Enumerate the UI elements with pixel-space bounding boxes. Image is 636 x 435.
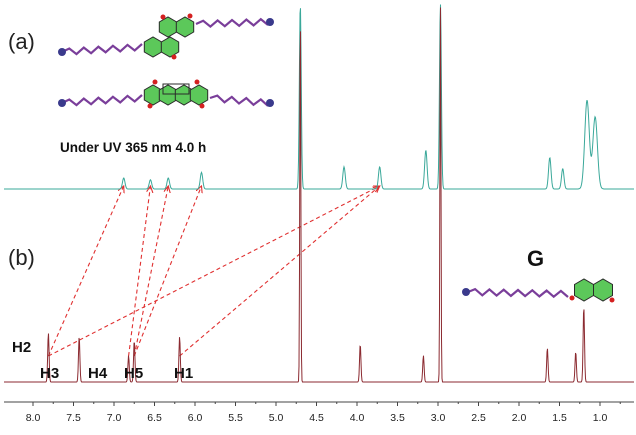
x-tick-label: 1.0 bbox=[593, 412, 608, 424]
correlation-arrow bbox=[133, 186, 201, 357]
x-tick-label: 4.0 bbox=[350, 412, 365, 424]
spectrum-b-line bbox=[4, 7, 634, 383]
correlation-arrow bbox=[133, 186, 168, 357]
x-tick-label: 6.5 bbox=[147, 412, 162, 424]
molecule-structures bbox=[58, 13, 615, 303]
correlation-arrows bbox=[47, 186, 380, 357]
peak-label-h5: H5 bbox=[124, 365, 143, 382]
molecule-g-structure bbox=[462, 278, 615, 303]
peak-labels: H2 H3 H4 H5 H1 bbox=[12, 339, 193, 382]
spectrum-a-line bbox=[4, 4, 634, 190]
dimer-structure-top bbox=[58, 13, 274, 60]
x-tick-label: 6.0 bbox=[188, 412, 203, 424]
peak-label-h4: H4 bbox=[88, 365, 108, 382]
correlation-arrow bbox=[47, 186, 123, 357]
correlation-arrow bbox=[179, 186, 380, 357]
x-tick-label: 5.0 bbox=[269, 412, 284, 424]
correlation-arrow bbox=[48, 186, 379, 357]
peak-label-h1: H1 bbox=[174, 365, 193, 382]
x-tick-label: 3.5 bbox=[390, 412, 405, 424]
dimer-structure-bottom bbox=[58, 79, 274, 109]
molecule-label-g: G bbox=[527, 246, 544, 271]
x-tick-label: 7.5 bbox=[66, 412, 81, 424]
uv-annotation: Under UV 365 nm 4.0 h bbox=[60, 140, 206, 155]
x-tick-label: 3.0 bbox=[431, 412, 446, 424]
peak-label-h2: H2 bbox=[12, 339, 31, 356]
x-tick-label: 2.5 bbox=[471, 412, 486, 424]
peak-label-h3: H3 bbox=[40, 365, 59, 382]
x-tick-label: 2.0 bbox=[512, 412, 527, 424]
panel-label-a: (a) bbox=[8, 29, 35, 54]
x-tick-label: 7.0 bbox=[107, 412, 122, 424]
x-axis-ticks: 8.0 7.5 7.0 6.5 6.0 5.5 5.0 4.5 4.0 3.5 3.0 2.5 2.0 1… bbox=[26, 402, 621, 424]
x-tick-label: 8.0 bbox=[26, 412, 41, 424]
x-tick-label: 4.5 bbox=[309, 412, 324, 424]
x-tick-label: 1.5 bbox=[552, 412, 567, 424]
x-tick-label: 5.5 bbox=[228, 412, 243, 424]
panel-label-b: (b) bbox=[8, 245, 35, 270]
correlation-arrow bbox=[128, 186, 151, 357]
